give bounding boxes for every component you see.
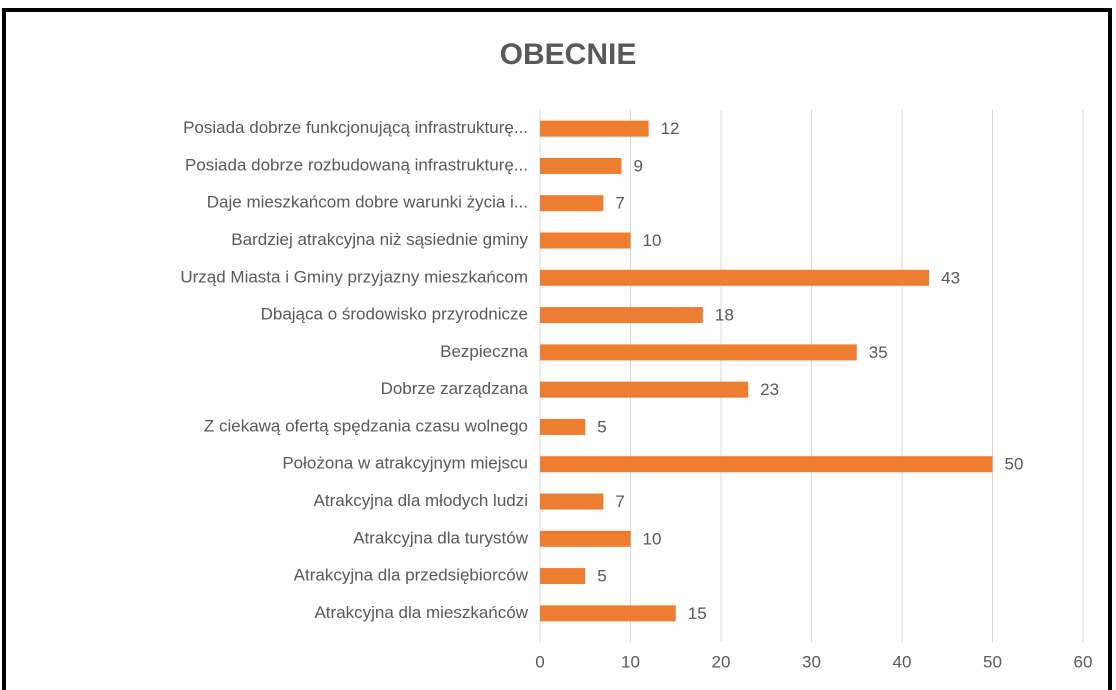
x-tick-label: 40	[893, 652, 912, 671]
value-label: 35	[869, 343, 888, 362]
y-tick-label: Atrakcyjna dla mieszkańców	[314, 603, 528, 622]
y-tick-label: Daje mieszkańcom dobre warunki życia i..…	[207, 193, 528, 212]
y-tick-label: Posiada dobrze rozbudowaną infrastruktur…	[185, 155, 528, 174]
y-tick-label: Atrakcyjna dla przedsiębiorców	[294, 566, 529, 585]
y-tick-label: Dobrze zarządzana	[381, 379, 529, 398]
bar	[540, 307, 703, 324]
bar	[540, 493, 604, 510]
y-tick-label: Posiada dobrze funkcjonującą infrastrukt…	[183, 118, 528, 137]
value-label: 7	[615, 194, 624, 213]
value-label: 12	[661, 119, 680, 138]
bar	[540, 157, 622, 174]
value-label: 18	[715, 306, 734, 325]
bar	[540, 232, 631, 249]
value-label: 23	[760, 380, 779, 399]
x-tick-label: 60	[1074, 652, 1093, 671]
bar	[540, 381, 749, 398]
x-tick-label: 20	[712, 652, 731, 671]
value-label: 10	[643, 529, 662, 548]
bar	[540, 418, 586, 435]
bar	[540, 344, 857, 361]
y-tick-label: Atrakcyjna dla turystów	[353, 528, 529, 547]
value-label: 5	[597, 567, 606, 586]
x-tick-label: 30	[802, 652, 821, 671]
y-tick-label: Z ciekawą ofertą spędzania czasu wolnego	[204, 416, 528, 435]
bar	[540, 269, 930, 286]
y-tick-label: Urząd Miasta i Gminy przyjazny mieszkańc…	[180, 267, 528, 286]
value-label: 9	[633, 156, 642, 175]
bar	[540, 456, 993, 473]
y-tick-label: Atrakcyjna dla młodych ludzi	[314, 491, 528, 510]
x-tick-label: 0	[535, 652, 544, 671]
value-label: 10	[643, 231, 662, 250]
x-tick-label: 10	[621, 652, 640, 671]
value-label: 7	[615, 492, 624, 511]
chart-title: OBECNIE	[500, 38, 637, 71]
value-label: 43	[941, 268, 960, 287]
bar	[540, 530, 631, 547]
y-tick-label: Bezpieczna	[440, 342, 528, 361]
bar	[540, 605, 676, 622]
bar	[540, 195, 604, 212]
frame	[2, 8, 1112, 690]
value-label: 15	[688, 604, 707, 623]
value-label: 5	[597, 417, 606, 436]
value-label: 50	[1005, 455, 1024, 474]
x-tick-label: 50	[983, 652, 1002, 671]
bar	[540, 120, 649, 137]
y-tick-label: Bardziej atrakcyjna niż sąsiednie gminy	[231, 230, 528, 249]
y-tick-label: Położona w atrakcyjnym miejscu	[282, 454, 528, 473]
bar	[540, 568, 586, 585]
y-tick-label: Dbająca o środowisko przyrodnicze	[261, 305, 528, 324]
